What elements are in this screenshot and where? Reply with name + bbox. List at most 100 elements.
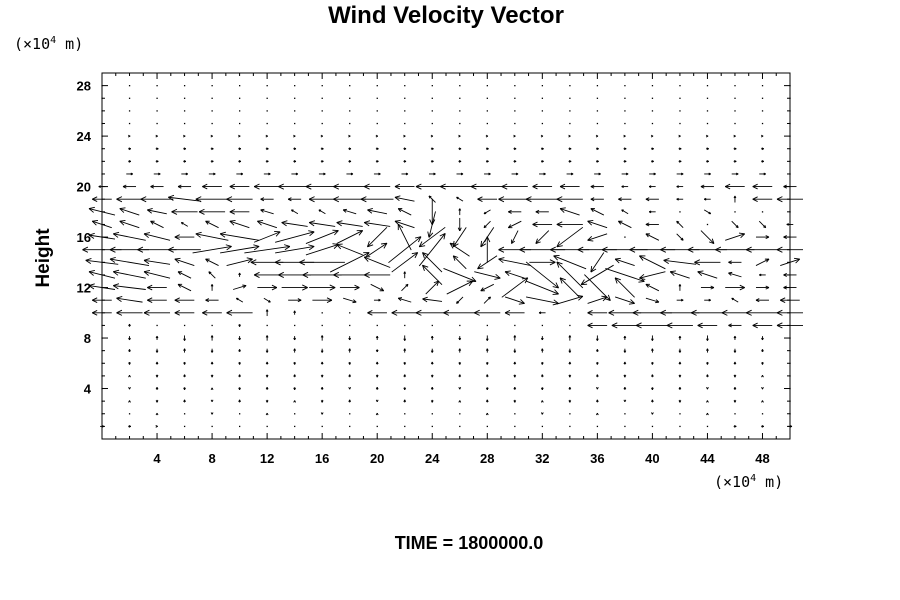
wind-vector — [174, 257, 195, 266]
wind-vector — [253, 231, 281, 243]
wind-vector — [238, 387, 241, 391]
wind-vector — [346, 172, 354, 176]
wind-vector — [265, 374, 269, 378]
wind-vector — [348, 348, 352, 353]
wind-vector — [348, 147, 352, 151]
wind-vector — [725, 284, 745, 291]
wind-vector — [318, 172, 326, 176]
wind-vector — [614, 296, 635, 305]
wind-vector — [569, 110, 571, 112]
wind-vector — [706, 122, 709, 125]
wind-vector — [238, 134, 241, 138]
wind-vector — [678, 134, 681, 138]
wind-vector — [559, 183, 580, 190]
wind-vector — [428, 195, 436, 203]
wind-vector — [183, 387, 186, 391]
wind-vector — [116, 296, 143, 303]
wind-vector — [239, 413, 241, 415]
wind-vector — [293, 387, 297, 391]
wind-vector — [431, 97, 433, 99]
wind-vector — [397, 223, 412, 251]
wind-vector — [288, 298, 302, 303]
wind-vector — [474, 309, 501, 316]
wind-vector — [452, 255, 467, 270]
wind-vector — [594, 172, 601, 176]
wind-vector — [266, 85, 268, 87]
wind-vector — [211, 97, 213, 99]
wind-vector — [484, 172, 491, 176]
wind-vector — [569, 312, 571, 314]
wind-vector — [568, 387, 572, 390]
y-tick-label: 16 — [77, 230, 91, 245]
wind-vector — [391, 252, 419, 273]
wind-vector — [621, 172, 629, 176]
wind-vector — [257, 284, 278, 291]
wind-vector — [474, 271, 501, 280]
wind-vector — [651, 348, 654, 353]
wind-vector — [728, 271, 742, 278]
wind-vector — [758, 220, 767, 229]
wind-vector — [752, 183, 773, 190]
wind-vector — [513, 374, 517, 378]
wind-vector — [404, 110, 406, 112]
wind-vector — [403, 335, 407, 341]
wind-vector — [501, 277, 529, 298]
wind-vector — [733, 159, 737, 163]
wind-vector — [210, 159, 214, 163]
x-tick-label: 28 — [480, 451, 494, 466]
wind-vector — [294, 110, 296, 112]
wind-vector — [529, 259, 556, 266]
y-axis-label: Height — [33, 228, 54, 288]
wind-vector — [430, 335, 434, 340]
wind-vector — [363, 256, 391, 268]
wind-vector — [208, 172, 216, 176]
wind-vector — [761, 425, 764, 428]
wind-vector — [349, 312, 351, 314]
wind-vector — [294, 85, 296, 87]
wind-vector — [459, 110, 461, 112]
wind-vector — [525, 261, 559, 289]
wind-vector — [183, 348, 186, 353]
wind-vector — [403, 374, 407, 378]
wind-vector — [265, 361, 269, 365]
wind-vector — [431, 413, 433, 415]
wind-vector — [376, 122, 378, 125]
wind-vector — [645, 297, 660, 304]
wind-vector — [504, 270, 525, 279]
wind-vector — [210, 147, 214, 151]
wind-vector — [126, 172, 133, 176]
wind-vector — [734, 97, 736, 99]
wind-vector — [373, 172, 381, 176]
wind-vector — [229, 183, 250, 190]
wind-vector — [364, 271, 391, 278]
x-unit-label: (×104 m) — [714, 473, 783, 491]
wind-vector — [568, 361, 572, 365]
wind-vector — [706, 335, 709, 341]
wind-vector — [210, 399, 214, 402]
wind-vector — [211, 324, 213, 327]
wind-vector — [614, 257, 635, 266]
wind-vector — [623, 335, 627, 340]
wind-vector — [238, 399, 241, 403]
wind-vector — [143, 309, 171, 316]
wind-vector — [553, 254, 587, 270]
wind-vector — [504, 310, 525, 316]
wind-vector — [624, 425, 626, 428]
wind-vector — [376, 85, 378, 87]
wind-vector — [210, 134, 213, 138]
wind-vector — [320, 147, 324, 151]
wind-vector — [443, 268, 477, 283]
x-tick-label: 24 — [425, 451, 440, 466]
wind-vector — [265, 335, 269, 341]
wind-vector — [569, 97, 571, 99]
wind-vector — [569, 425, 571, 428]
wind-vector — [430, 374, 434, 378]
wind-vector — [266, 324, 268, 327]
wind-vector — [210, 361, 214, 365]
wind-vector — [321, 425, 323, 428]
wind-vector — [375, 374, 379, 378]
wind-vector — [525, 196, 559, 203]
wind-vector — [257, 220, 278, 229]
y-tick-label: 28 — [77, 79, 91, 94]
wind-vector — [253, 183, 281, 190]
